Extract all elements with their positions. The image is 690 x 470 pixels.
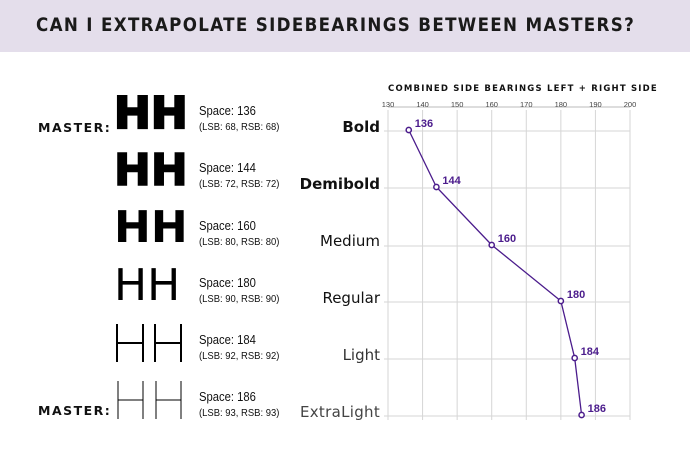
- sidebearing-detail-medium: (LSB: 80, RSB: 80): [199, 236, 280, 248]
- data-label-extralight: 186: [588, 403, 606, 415]
- data-label-demibold: 144: [442, 175, 461, 187]
- specimen-glyphs-medium: HH: [114, 202, 188, 253]
- sidebearing-detail-extralight: (LSB: 93, RSB: 93): [199, 407, 280, 419]
- chart-title: COMBINED SIDE BEARINGS LEFT + RIGHT SIDE: [388, 84, 658, 94]
- space-value-regular: Space: 180: [199, 276, 256, 290]
- x-tick-label-150: 150: [451, 100, 464, 109]
- space-value-light: Space: 184: [199, 333, 256, 347]
- data-point-bold: [405, 126, 413, 134]
- x-tick-label-160: 160: [485, 100, 498, 109]
- sidebearing-detail-regular: (LSB: 90, RSB: 90): [199, 293, 280, 305]
- master-label-top: MASTER:: [38, 120, 112, 135]
- category-label-regular: Regular: [322, 289, 380, 307]
- x-tick-label-170: 170: [520, 100, 533, 109]
- sidebearing-detail-light: (LSB: 92, RSB: 92): [199, 350, 280, 362]
- sidebearing-detail-demibold: (LSB: 72, RSB: 72): [199, 178, 280, 190]
- x-tick-label-190: 190: [589, 100, 602, 109]
- x-tick-label-140: 140: [416, 100, 429, 109]
- category-label-medium: Medium: [320, 232, 380, 250]
- header-banner: CAN I EXTRAPOLATE SIDEBEARINGS BETWEEN M…: [0, 0, 690, 52]
- data-point-regular: [557, 297, 565, 305]
- specimen-glyphs-light: [116, 324, 182, 362]
- specimen-glyphs-extralight: [117, 381, 182, 419]
- category-label-light: Light: [342, 346, 380, 364]
- master-label-bottom: MASTER:: [38, 403, 112, 418]
- data-label-bold: 136: [415, 118, 433, 130]
- space-value-bold: Space: 136: [199, 104, 256, 118]
- category-label-bold: Bold: [342, 118, 380, 136]
- data-point-medium: [488, 241, 496, 249]
- data-label-medium: 160: [498, 233, 516, 245]
- specimen-glyphs-demibold: HH: [113, 145, 188, 196]
- space-value-extralight: Space: 186: [199, 390, 256, 404]
- specimen-glyphs-regular: HH: [114, 260, 181, 311]
- space-value-medium: Space: 160: [199, 219, 256, 233]
- series-line: [408, 129, 583, 416]
- data-point-light: [571, 354, 579, 362]
- data-point-demibold: [433, 183, 440, 191]
- page-title: CAN I EXTRAPOLATE SIDEBEARINGS BETWEEN M…: [36, 14, 636, 36]
- category-label-extralight: ExtraLight: [299, 403, 380, 421]
- data-label-regular: 180: [567, 289, 585, 301]
- category-label-demibold: Demibold: [299, 175, 380, 193]
- x-tick-label-200: 200: [624, 100, 637, 109]
- data-label-light: 184: [581, 346, 600, 358]
- chart-grid: [384, 110, 631, 420]
- space-value-demibold: Space: 144: [199, 161, 256, 175]
- x-axis-ticks: 130 140 150 160 170 180 190 200: [382, 100, 637, 109]
- x-tick-label-130: 130: [382, 100, 395, 109]
- specimen-glyphs-bold: HH: [113, 88, 189, 139]
- sidebearing-detail-bold: (LSB: 68, RSB: 68): [199, 121, 280, 133]
- series-sidebearings: 136 144 160 180 184 186: [405, 118, 606, 419]
- data-point-extralight: [578, 411, 585, 419]
- x-tick-label-180: 180: [555, 100, 568, 109]
